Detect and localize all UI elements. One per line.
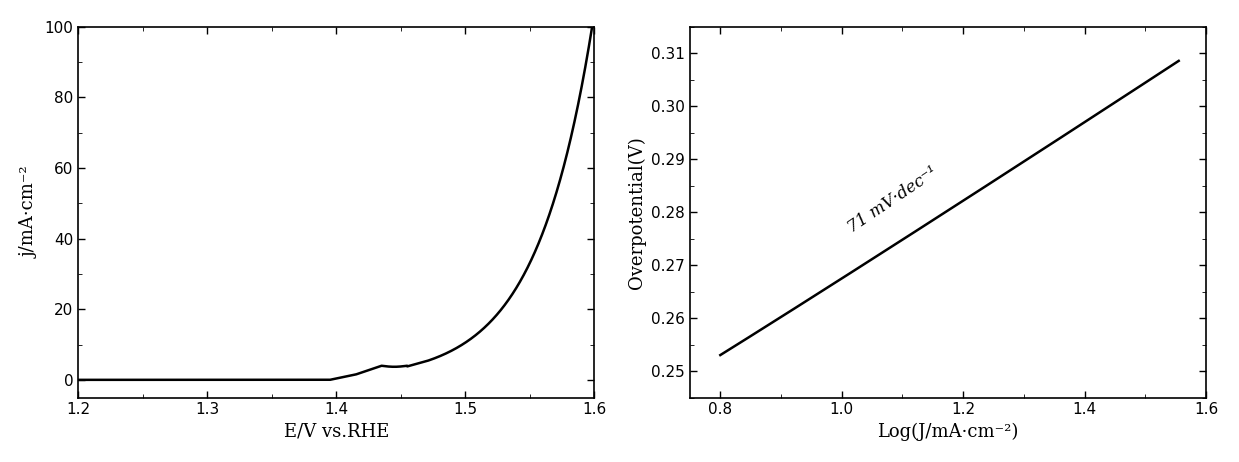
- Text: 71 mV·dec⁻¹: 71 mV·dec⁻¹: [844, 164, 940, 236]
- X-axis label: E/V vs.RHE: E/V vs.RHE: [284, 423, 389, 441]
- X-axis label: Log(J/mA·cm⁻²): Log(J/mA·cm⁻²): [877, 423, 1018, 441]
- Y-axis label: Overpotential(V): Overpotential(V): [627, 136, 646, 289]
- Y-axis label: j/mA·cm⁻²: j/mA·cm⁻²: [21, 166, 38, 258]
